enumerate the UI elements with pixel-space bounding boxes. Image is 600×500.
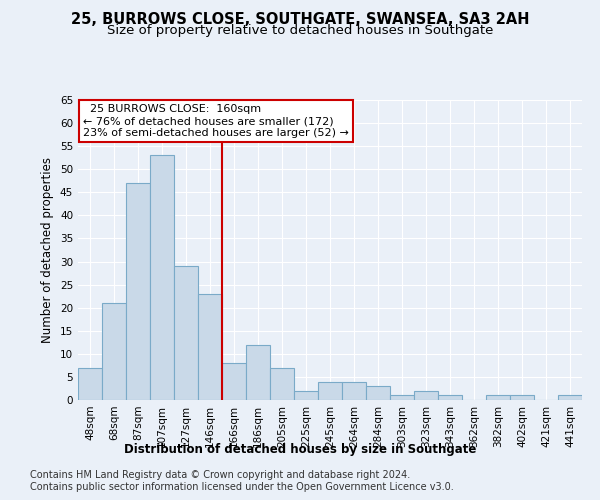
- Bar: [246, 344, 270, 400]
- Bar: [558, 396, 582, 400]
- Bar: [78, 368, 102, 400]
- Bar: [414, 391, 438, 400]
- Text: Distribution of detached houses by size in Southgate: Distribution of detached houses by size …: [124, 442, 476, 456]
- Bar: [126, 183, 150, 400]
- Bar: [294, 391, 318, 400]
- Bar: [270, 368, 294, 400]
- Bar: [366, 386, 390, 400]
- Text: Contains HM Land Registry data © Crown copyright and database right 2024.: Contains HM Land Registry data © Crown c…: [30, 470, 410, 480]
- Bar: [222, 363, 246, 400]
- Y-axis label: Number of detached properties: Number of detached properties: [41, 157, 55, 343]
- Text: Size of property relative to detached houses in Southgate: Size of property relative to detached ho…: [107, 24, 493, 37]
- Bar: [198, 294, 222, 400]
- Bar: [342, 382, 366, 400]
- Bar: [438, 396, 462, 400]
- Text: Contains public sector information licensed under the Open Government Licence v3: Contains public sector information licen…: [30, 482, 454, 492]
- Bar: [102, 303, 126, 400]
- Text: 25 BURROWS CLOSE:  160sqm
← 76% of detached houses are smaller (172)
23% of semi: 25 BURROWS CLOSE: 160sqm ← 76% of detach…: [83, 104, 349, 138]
- Bar: [174, 266, 198, 400]
- Bar: [510, 396, 534, 400]
- Bar: [390, 396, 414, 400]
- Bar: [318, 382, 342, 400]
- Text: 25, BURROWS CLOSE, SOUTHGATE, SWANSEA, SA3 2AH: 25, BURROWS CLOSE, SOUTHGATE, SWANSEA, S…: [71, 12, 529, 28]
- Bar: [486, 396, 510, 400]
- Bar: [150, 156, 174, 400]
